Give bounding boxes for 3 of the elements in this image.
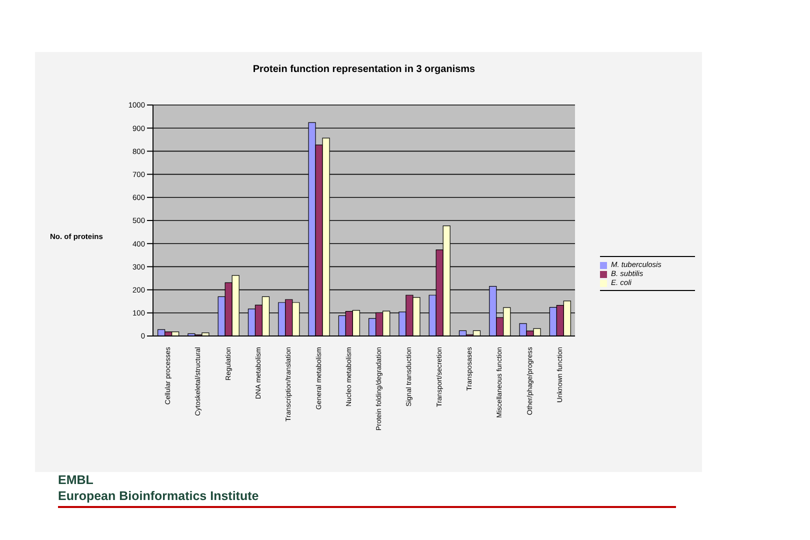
text: EMBL xyxy=(58,473,94,487)
chart-title: Protein function representation in 3 organisms xyxy=(252,64,476,75)
text: European Bioinformatics Institute xyxy=(58,489,259,503)
